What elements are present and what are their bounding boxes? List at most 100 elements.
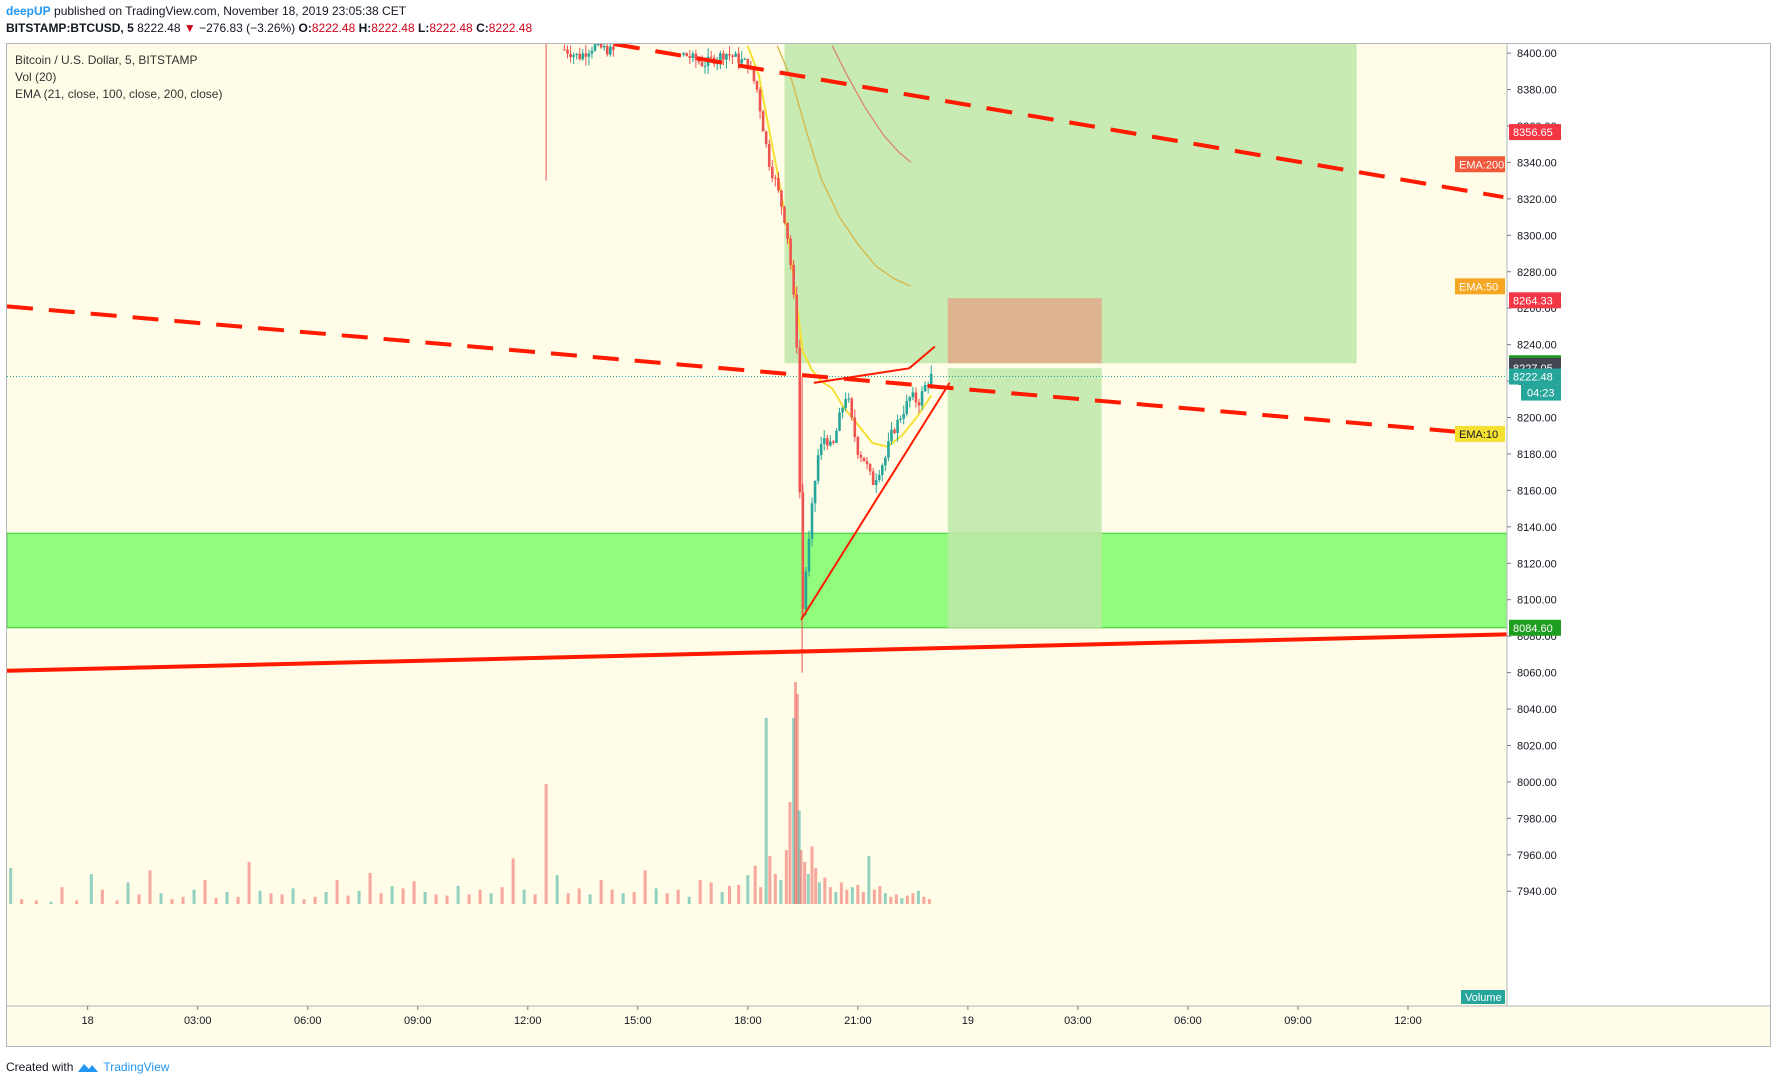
candle-body[interactable]: [774, 177, 777, 179]
candle-body[interactable]: [734, 53, 737, 57]
author-link[interactable]: deepUP: [6, 4, 51, 18]
candle-body[interactable]: [578, 53, 582, 60]
candle-body[interactable]: [780, 190, 783, 207]
candle-body[interactable]: [868, 464, 872, 472]
candle-body[interactable]: [862, 457, 866, 462]
candle-body[interactable]: [890, 429, 893, 442]
candle-body[interactable]: [908, 397, 912, 401]
candle-body[interactable]: [605, 45, 609, 55]
ema-50-line[interactable]: [776, 45, 912, 287]
support-zone[interactable]: [7, 532, 1508, 629]
candle-body[interactable]: [587, 53, 591, 57]
candle-body[interactable]: [725, 54, 728, 60]
candle-body[interactable]: [731, 55, 734, 57]
candle-body[interactable]: [813, 480, 817, 504]
candle-body[interactable]: [816, 455, 820, 481]
candle-body[interactable]: [709, 56, 713, 58]
candle-body[interactable]: [825, 438, 829, 446]
candle-body[interactable]: [584, 53, 588, 57]
candle-body[interactable]: [786, 222, 789, 239]
candle-body[interactable]: [581, 53, 585, 60]
candle-body[interactable]: [761, 111, 765, 132]
candle-body[interactable]: [609, 46, 612, 55]
candle-body[interactable]: [590, 50, 594, 54]
candle-body[interactable]: [728, 54, 731, 56]
target-zone[interactable]: [947, 368, 1102, 628]
candle-body[interactable]: [929, 373, 933, 386]
candle-body[interactable]: [602, 45, 606, 48]
candle-body[interactable]: [798, 347, 802, 493]
candle-body[interactable]: [764, 131, 768, 145]
price-chart[interactable]: 8400.008380.008360.008340.008320.008300.…: [7, 44, 1770, 1046]
candle-body[interactable]: [596, 44, 600, 45]
candle-body[interactable]: [917, 402, 921, 406]
candle-body[interactable]: [755, 81, 759, 90]
candle-body[interactable]: [758, 89, 762, 112]
candle-body[interactable]: [899, 418, 902, 420]
candle-body[interactable]: [829, 441, 832, 446]
candle-body[interactable]: [737, 53, 740, 64]
trendline-dashed[interactable]: [613, 44, 1504, 200]
candle-body[interactable]: [599, 44, 603, 48]
stop-zone[interactable]: [947, 298, 1102, 364]
candle-body[interactable]: [856, 437, 860, 455]
candle-body[interactable]: [911, 392, 915, 398]
candle-body[interactable]: [847, 398, 850, 400]
candle-body[interactable]: [612, 46, 615, 50]
candle-body[interactable]: [682, 53, 685, 55]
candle-body[interactable]: [685, 53, 689, 57]
candle-body[interactable]: [719, 53, 722, 61]
candle-body[interactable]: [722, 53, 725, 60]
candle-body[interactable]: [572, 54, 575, 58]
candle-body[interactable]: [902, 413, 905, 419]
candle-body[interactable]: [792, 264, 795, 295]
trendline-solid[interactable]: [7, 632, 1508, 673]
chart-frame[interactable]: 8400.008380.008360.008340.008320.008300.…: [6, 43, 1771, 1047]
footer-brand[interactable]: TradingView: [103, 1060, 170, 1074]
candle-body[interactable]: [884, 457, 887, 466]
candle-body[interactable]: [859, 454, 863, 458]
candle-body[interactable]: [838, 412, 841, 431]
candle-body[interactable]: [841, 408, 844, 413]
candle-body[interactable]: [566, 49, 569, 54]
candle-body[interactable]: [819, 443, 823, 456]
candle-body[interactable]: [850, 398, 854, 418]
candle-body[interactable]: [801, 492, 805, 610]
ema-200-line[interactable]: [831, 45, 912, 163]
candle-body[interactable]: [700, 62, 704, 67]
candle-body[interactable]: [896, 419, 899, 433]
trendline-thin[interactable]: [800, 382, 951, 621]
candle-body[interactable]: [923, 385, 927, 392]
candle-body[interactable]: [877, 474, 881, 480]
candle-body[interactable]: [914, 392, 918, 403]
candle-body[interactable]: [694, 53, 698, 61]
candle-body[interactable]: [905, 400, 909, 414]
candle-body[interactable]: [893, 429, 896, 433]
candle-body[interactable]: [871, 471, 875, 485]
candle-body[interactable]: [743, 58, 747, 60]
candle-body[interactable]: [767, 144, 771, 167]
candle-body[interactable]: [832, 441, 835, 443]
candle-body[interactable]: [783, 206, 786, 223]
candle-body[interactable]: [752, 68, 756, 82]
candle-body[interactable]: [789, 238, 792, 265]
candle-body[interactable]: [575, 53, 578, 55]
candle-body[interactable]: [563, 49, 566, 51]
legend-volume[interactable]: Vol (20): [15, 70, 57, 84]
trendline-thin[interactable]: [908, 345, 936, 370]
candle-body[interactable]: [804, 571, 808, 610]
candle-body[interactable]: [703, 65, 707, 67]
candle-body[interactable]: [770, 166, 774, 178]
candle-body[interactable]: [593, 44, 597, 51]
trendline-thin[interactable]: [813, 367, 910, 384]
candle-body[interactable]: [697, 60, 701, 63]
candle-body[interactable]: [835, 430, 838, 443]
candle-body[interactable]: [688, 56, 692, 59]
candle-body[interactable]: [865, 461, 869, 465]
candle-body[interactable]: [920, 391, 924, 406]
candle-body[interactable]: [740, 59, 744, 64]
candle-body[interactable]: [874, 479, 878, 485]
candle-body[interactable]: [844, 399, 847, 409]
candle-body[interactable]: [887, 441, 890, 458]
candle-body[interactable]: [569, 53, 572, 58]
